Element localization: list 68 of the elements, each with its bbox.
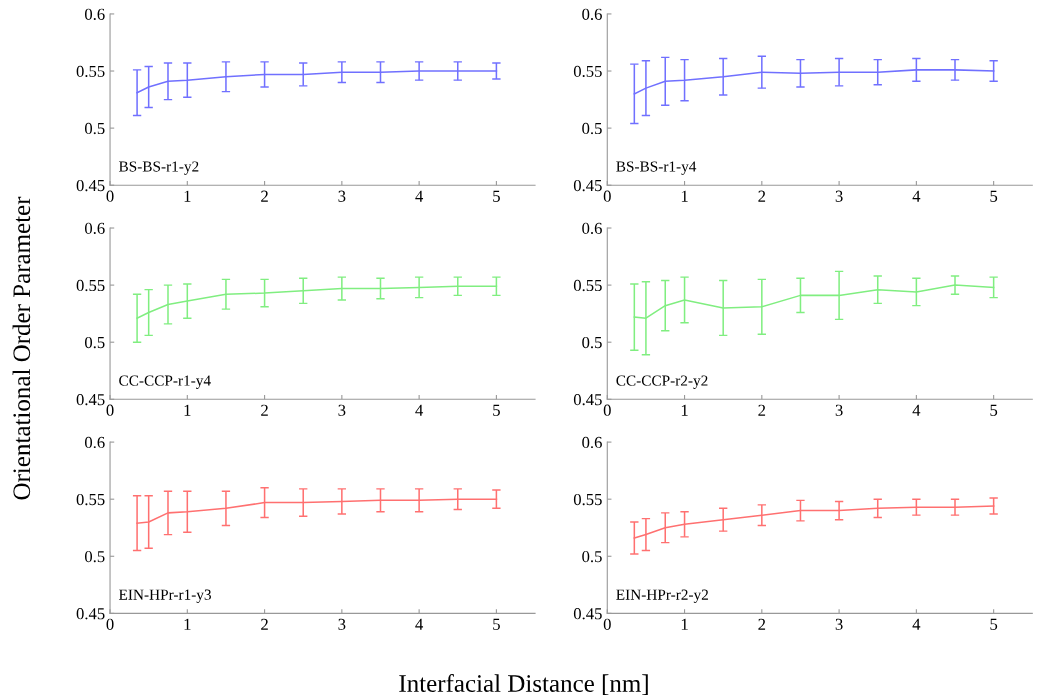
y-tick-label: 0.5 [84, 550, 105, 563]
x-tick-label: 0 [106, 618, 114, 630]
annotation: EIN-HPr-r2-y2 [616, 589, 708, 603]
y-tick-label: 0.6 [84, 8, 105, 20]
y-tick-label: 0.6 [582, 8, 602, 20]
x-tick-label: 4 [912, 190, 921, 202]
y-tick-label: 0.55 [573, 493, 602, 506]
y-tick-label: 0.55 [573, 65, 602, 78]
y-tick-label: 0.6 [582, 222, 602, 235]
x-tick-label: 5 [990, 618, 998, 630]
y-tick-label: 0.5 [582, 122, 602, 135]
y-tick-label: 0.55 [76, 279, 105, 292]
x-tick-label: 3 [835, 618, 843, 630]
x-tick-label: 1 [681, 190, 688, 202]
y-tick-label: 0.55 [76, 65, 105, 78]
x-tick-label: 5 [493, 190, 500, 202]
annotation: CC-CCP-r2-y2 [616, 375, 708, 389]
x-tick-label: 4 [415, 190, 424, 202]
y-tick-label: 0.45 [573, 393, 602, 406]
x-axis-title: Interfacial Distance [nm] [399, 674, 648, 696]
y-tick-label: 0.6 [84, 436, 105, 449]
x-tick-label: 3 [338, 618, 346, 630]
x-tick-label: 4 [912, 404, 921, 416]
x-tick-label: 4 [415, 404, 424, 416]
x-tick-label: 2 [261, 618, 268, 630]
x-tick-label: 2 [758, 404, 766, 416]
annotation: BS-BS-r1-y2 [118, 161, 199, 175]
x-tick-label: 1 [681, 404, 688, 416]
y-tick-label: 0.45 [573, 179, 602, 192]
x-tick-label: 2 [758, 190, 766, 202]
x-tick-label: 5 [493, 618, 500, 630]
x-tick-label: 1 [184, 404, 191, 416]
x-tick-label: 4 [415, 618, 424, 630]
x-tick-label: 3 [835, 404, 843, 416]
x-tick-label: 3 [338, 190, 346, 202]
x-tick-label: 0 [106, 404, 114, 416]
y-tick-label: 0.55 [573, 279, 602, 292]
x-tick-label: 5 [990, 404, 998, 416]
x-tick-label: 1 [184, 190, 191, 202]
x-tick-label: 0 [603, 404, 611, 416]
annotation: BS-BS-r1-y4 [616, 161, 697, 175]
annotation: EIN-HPr-r1-y3 [118, 589, 211, 603]
x-tick-label: 3 [835, 190, 843, 202]
y-tick-label: 0.45 [76, 179, 105, 192]
x-tick-label: 0 [106, 190, 114, 202]
x-tick-label: 0 [603, 190, 611, 202]
x-tick-label: 2 [261, 190, 268, 202]
y-tick-label: 0.5 [582, 550, 602, 563]
y-tick-label: 0.6 [84, 222, 105, 235]
x-tick-label: 2 [261, 404, 268, 416]
y-axis-title: Orientational Order Parameter [12, 196, 31, 500]
x-tick-label: 3 [338, 404, 346, 416]
x-tick-label: 5 [493, 404, 500, 416]
y-tick-label: 0.5 [582, 336, 602, 349]
y-tick-label: 0.5 [84, 122, 105, 135]
y-tick-label: 0.55 [76, 493, 105, 506]
y-tick-label: 0.45 [573, 608, 602, 620]
x-tick-label: 1 [184, 618, 191, 630]
x-tick-label: 5 [990, 190, 998, 202]
y-tick-label: 0.5 [84, 336, 105, 349]
annotation: CC-CCP-r1-y4 [119, 375, 211, 389]
y-tick-label: 0.6 [582, 436, 602, 449]
x-tick-label: 0 [603, 618, 611, 630]
y-tick-label: 0.45 [76, 608, 105, 620]
x-tick-label: 1 [681, 618, 688, 630]
x-tick-label: 4 [912, 618, 921, 630]
y-tick-label: 0.45 [76, 393, 105, 406]
x-tick-label: 2 [758, 618, 766, 630]
